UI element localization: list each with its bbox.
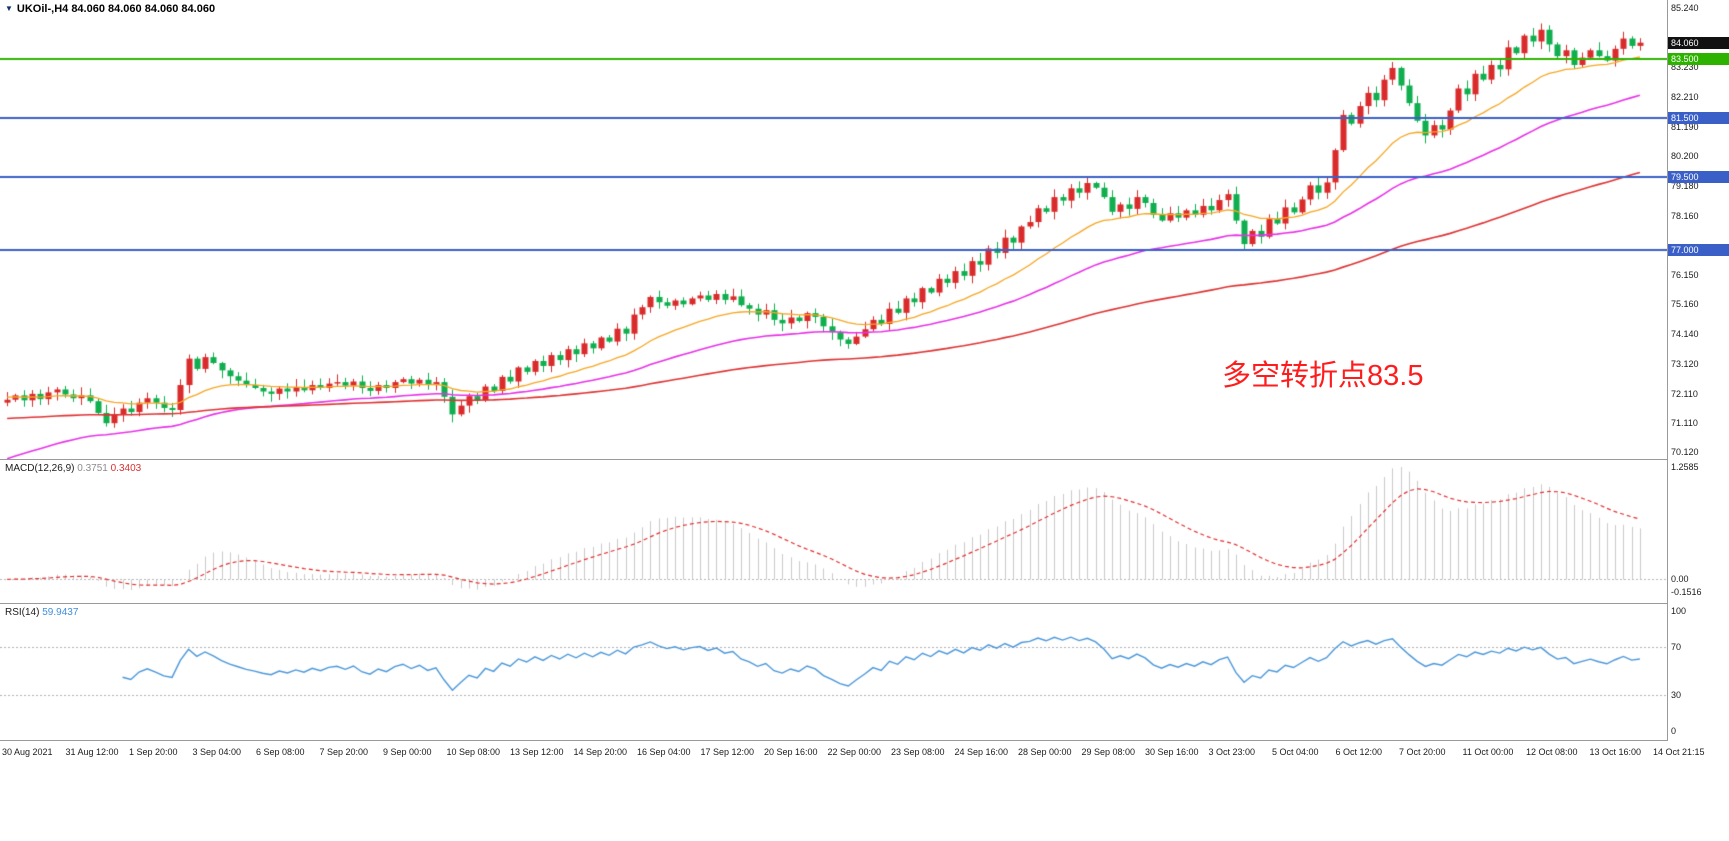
symbol-ohlc-text: UKOil-,H4 84.060 84.060 84.060 84.060 <box>16 3 216 15</box>
rsi-value: 59.9437 <box>42 607 79 618</box>
time-axis-label: 11 Oct 00:00 <box>1462 747 1514 757</box>
price-axis-label: 76.150 <box>1671 269 1699 280</box>
time-axis-label: 22 Sep 00:00 <box>827 747 882 757</box>
pane-separator-main-macd[interactable] <box>0 459 1729 460</box>
macd-main-value: 0.3751 <box>77 463 108 474</box>
time-axis-label: 1 Sep 20:00 <box>129 747 178 757</box>
time-axis-label: 13 Sep 12:00 <box>510 747 564 757</box>
current-price-badge: 84.060 <box>1668 36 1729 49</box>
macd-pane-canvas[interactable] <box>0 460 1667 603</box>
hline-79-500-badge[interactable]: 79.500 <box>1668 170 1729 183</box>
time-axis-label: 24 Sep 16:00 <box>954 747 1009 757</box>
time-axis-label: 16 Sep 04:00 <box>637 747 691 757</box>
time-axis-label: 3 Sep 04:00 <box>192 747 242 757</box>
time-axis-label: 28 Sep 00:00 <box>1018 747 1072 757</box>
time-axis-label: 3 Oct 23:00 <box>1208 747 1256 757</box>
time-axis-label: 30 Aug 2021 <box>2 747 53 757</box>
macd-signal-value: 0.3403 <box>110 463 142 474</box>
time-axis-label: 20 Sep 16:00 <box>764 747 818 757</box>
price-axis-label: 74.140 <box>1671 328 1699 339</box>
rsi-axis-label: 30 <box>1671 690 1682 700</box>
rsi-pane-label: RSI(14) 59.9437 <box>5 607 78 618</box>
pane-separator-rsi-dates <box>0 740 1729 741</box>
time-axis[interactable]: 30 Aug 2021 31 Aug 12:00 1 Sep 20:00 3 Sep … <box>0 742 1729 766</box>
price-axis-label: 73.120 <box>1671 358 1699 369</box>
time-axis-label: 31 Aug 12:00 <box>65 747 119 757</box>
hline-83-500-badge[interactable]: 83.500 <box>1668 53 1729 66</box>
symbol-header: ▼ UKOil-,H4 84.060 84.060 84.060 84.060 <box>5 3 215 15</box>
macd-axis-label-max: 1.2585 <box>1671 462 1699 472</box>
time-axis-label: 14 Oct 21:15 <box>1653 747 1705 757</box>
time-axis-label: 5 Oct 04:00 <box>1272 747 1319 757</box>
time-axis-label: 13 Oct 16:00 <box>1589 747 1642 757</box>
price-axis-label: 80.200 <box>1671 151 1699 161</box>
rsi-pane-canvas[interactable] <box>0 604 1667 740</box>
time-axis-label: 23 Sep 08:00 <box>891 747 945 757</box>
price-axis-label: 79.180 <box>1671 180 1699 191</box>
price-axis-label: 83.230 <box>1671 62 1699 73</box>
price-axis-label: 81.190 <box>1671 121 1699 132</box>
price-axis-label: 71.110 <box>1671 417 1698 428</box>
symbol-dropdown-icon[interactable]: ▼ <box>5 4 13 13</box>
macd-axis-label-zero: 0.00 <box>1671 574 1689 585</box>
macd-pane-label: MACD(12,26,9) 0.3751 0.3403 <box>5 463 141 474</box>
rsi-label: RSI(14) <box>5 607 40 618</box>
macd-axis-label-min: -0.1516 <box>1671 587 1702 597</box>
price-axis-label: 82.210 <box>1671 91 1699 102</box>
annotation-text: 多空转折点83.5 <box>1222 360 1424 392</box>
time-axis-label: 6 Sep 08:00 <box>256 747 305 757</box>
time-axis-label: 10 Sep 08:00 <box>446 747 501 757</box>
price-axis[interactable]: 85.240 83.230 82.210 81.190 80.200 79.180 78.1… <box>1667 0 1729 741</box>
time-axis-label: 7 Sep 20:00 <box>319 747 369 757</box>
macd-label: MACD(12,26,9) <box>5 463 75 474</box>
price-axis-label: 78.160 <box>1671 210 1699 221</box>
time-axis-label: 17 Sep 12:00 <box>700 747 755 757</box>
price-axis-label: 85.240 <box>1671 3 1699 13</box>
rsi-axis-label: 70 <box>1671 642 1682 652</box>
rsi-axis-label: 0 <box>1671 726 1677 736</box>
time-axis-label: 6 Oct 12:00 <box>1335 747 1383 757</box>
time-axis-label: 7 Oct 20:00 <box>1399 747 1446 757</box>
hline-77-000-badge[interactable]: 77.000 <box>1668 243 1729 256</box>
price-axis-label: 75.160 <box>1671 299 1699 309</box>
hline-81-500-badge[interactable]: 81.500 <box>1668 111 1729 124</box>
time-axis-label: 12 Oct 08:00 <box>1526 747 1578 757</box>
time-axis-label: 9 Sep 00:00 <box>383 747 432 757</box>
price-axis-label: 70.120 <box>1671 447 1699 457</box>
main-chart-canvas[interactable] <box>0 0 1667 459</box>
time-axis-label: 30 Sep 16:00 <box>1145 747 1199 757</box>
time-axis-label: 29 Sep 08:00 <box>1081 747 1136 757</box>
price-axis-label: 72.110 <box>1671 388 1698 399</box>
pane-separator-macd-rsi[interactable] <box>0 603 1729 604</box>
time-axis-label: 14 Sep 20:00 <box>573 747 628 757</box>
rsi-axis-label: 100 <box>1671 606 1687 616</box>
